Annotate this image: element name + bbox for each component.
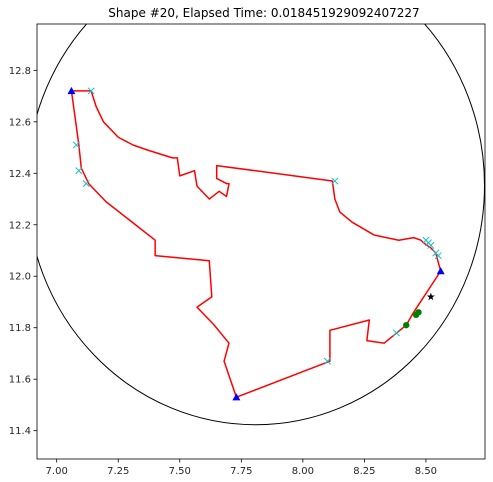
x-tick-label: 7.00 [46,466,68,477]
cross-marker [392,329,400,337]
y-tick-label: 11.4 [9,426,31,437]
cross-marker [323,357,332,365]
vertex-triangle-marker [67,86,76,95]
axes-layer: 7.00 7.25 7.50 7.75 8.00 8.25 8.50 11.4 11.6 11.8… [9,23,486,477]
cross-marker [75,167,83,175]
green-point-marker [403,321,410,329]
plot-area [37,24,485,426]
x-tick-label: 7.50 [169,466,191,477]
cross-marker [82,180,90,188]
y-tick-label: 12.8 [9,66,31,77]
y-tick-label: 12.2 [9,220,31,231]
bounding-circle [37,24,485,426]
vertex-triangle-marker [436,267,445,275]
cross-marker [434,252,442,260]
x-tick-label: 8.00 [292,466,314,477]
cross-marker [87,87,95,95]
axes-frame [36,23,486,460]
green-point-marker [415,309,422,316]
x-tick-label: 8.50 [415,466,437,477]
x-tick-label: 7.25 [107,466,129,477]
x-tick-label: 7.75 [230,466,252,477]
chart-title: Shape #20, Elapsed Time: 0.0184519290924… [108,6,419,20]
y-tick-label: 11.6 [9,375,31,386]
cross-marker [72,141,80,149]
star-marker [426,292,435,301]
cross-marker [331,177,339,185]
x-tick-label: 8.25 [353,466,375,477]
cross-marker [427,241,435,249]
y-tick-label: 12.4 [9,169,31,180]
y-tick-label: 12.6 [9,117,31,128]
vertex-triangle-marker [232,393,241,401]
shape-outline [70,90,442,398]
y-tick-label: 11.8 [9,323,31,334]
y-tick-label: 12.0 [9,272,31,283]
